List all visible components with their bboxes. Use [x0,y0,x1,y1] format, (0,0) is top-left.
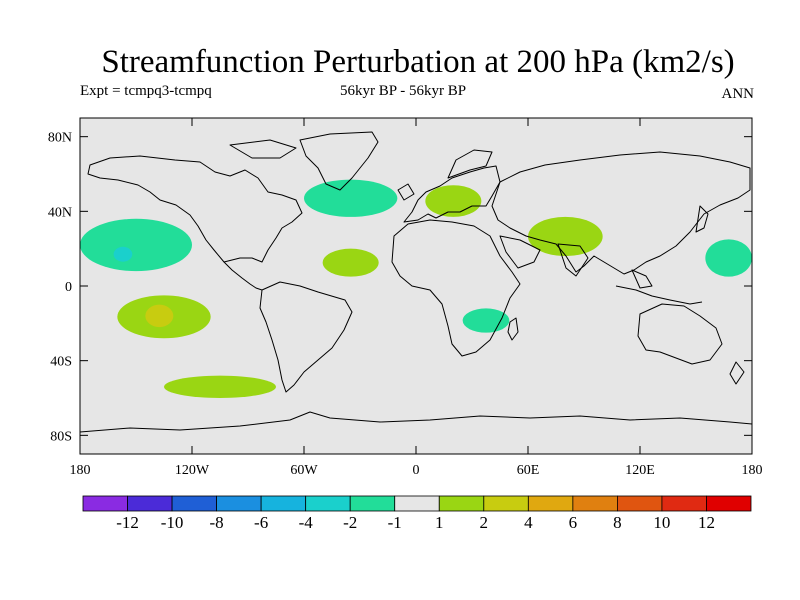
contour-region-west-pacific [705,239,752,277]
colorbar-swatch [349,495,396,512]
lat-tick-label: 80S [50,429,72,444]
coastline-british-isles [397,183,415,201]
colorbar-swatch [572,495,618,512]
colorbar-label: 6 [569,513,578,532]
season-label: ANN [721,86,755,102]
colorbar-swatch [706,495,752,512]
colorbar-label: 12 [698,513,715,532]
colorbar-label: -4 [299,513,314,532]
colorbar-label: -2 [343,513,357,532]
coastline-indonesia [615,269,703,305]
lon-tick-label: 120W [175,463,210,478]
colorbar: -12 -10 -8 -6 -4 -2 -1 1 2 4 6 8 10 12 [82,495,752,532]
colorbar-swatch [82,495,128,512]
coastline-south-america [259,281,353,393]
coastline-japan [695,205,709,233]
colorbar-label: -10 [161,513,184,532]
chart-title: Streamfunction Perturbation at 200 hPa (… [101,44,735,80]
map-background [80,118,752,454]
coastlines [80,131,752,433]
contour-region-southern-ocean [164,375,276,398]
contour-regions [80,179,752,398]
colorbar-label: 2 [480,513,489,532]
coastline-greenland [299,131,379,191]
coastline-australia [637,303,723,365]
colorbar-label: -8 [210,513,224,532]
lat-tick-label: 40N [48,205,72,220]
colorbar-label: -1 [388,513,402,532]
lat-tick-label: 40S [50,355,72,370]
colorbar-swatch [171,495,217,512]
colorbar-label: 4 [524,513,533,532]
colorbar-swatch [527,495,574,512]
contour-region-south-africa [462,308,510,333]
lon-axis: 180 120W 60W 0 60E 120E 180 [70,118,763,478]
lat-tick-label: 0 [65,280,72,295]
colorbar-swatch [438,495,485,512]
colorbar-label: -12 [116,513,139,532]
colorbar-swatch [305,495,351,512]
lon-tick-label: 60E [517,463,540,478]
lon-tick-label: 0 [413,463,420,478]
coastline-india [557,243,589,277]
coastline-new-zealand [729,361,745,385]
lon-tick-label: 120E [625,463,655,478]
coastline-arctic-islands [229,139,297,159]
coastline-arabia [499,235,541,269]
colorbar-label: -6 [254,513,268,532]
coastline-central-america [223,261,263,291]
contour-region-tropical-atlantic [322,248,379,277]
colorbar-swatch [394,495,440,512]
contour-region-south-asia [528,216,603,257]
colorbar-swatch [127,495,173,512]
contour-region-north-pacific-core [113,246,133,262]
colorbar-swatch [260,495,307,512]
colorbar-label: 10 [653,513,670,532]
colorbar-label: 1 [435,513,444,532]
period-label: 56kyr BP - 56kyr BP [340,83,467,99]
coastline-antarctica [80,411,752,433]
contour-region-europe [425,185,482,217]
colorbar-swatch [661,495,707,512]
colorbar-label: 8 [613,513,622,532]
lon-tick-label: 180 [742,463,763,478]
experiment-label: Expt = tcmpq3-tcmpq [80,83,212,99]
contour-region-north-atlantic [304,179,398,217]
lat-axis: 80N 40N 0 40S 80S [48,131,752,444]
colorbar-swatch [483,495,529,512]
lon-tick-label: 180 [70,463,91,478]
colorbar-swatch [216,495,262,512]
contour-region-north-pacific-east [80,218,192,272]
coastline-africa [391,219,521,357]
coastline-asia [491,151,751,275]
coastline-scandinavia [447,149,493,179]
lon-tick-label: 60W [290,463,318,478]
coastline-north-america [87,155,303,263]
contour-region-south-pacific-core [145,304,174,328]
lat-tick-label: 80N [48,131,72,146]
colorbar-swatch [617,495,663,512]
coastline-madagascar [507,317,519,341]
